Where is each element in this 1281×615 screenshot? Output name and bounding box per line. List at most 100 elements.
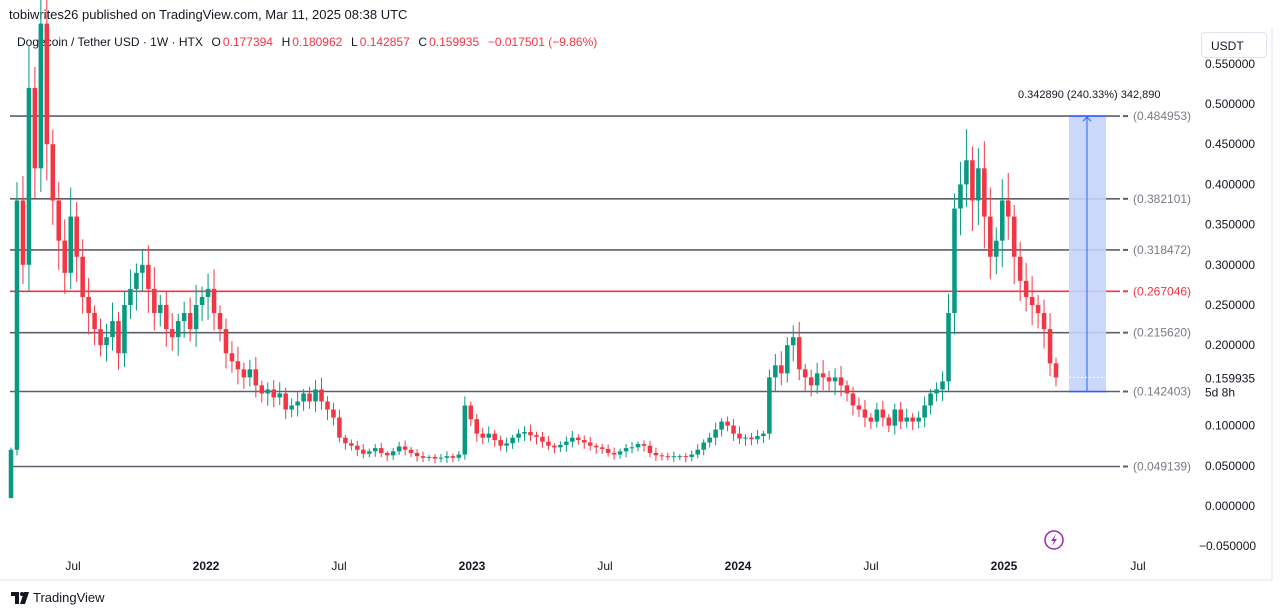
- candle-body: [20, 200, 26, 265]
- candle: [1005, 172, 1011, 240]
- candle-body: [826, 377, 832, 382]
- candle-body: [307, 393, 312, 402]
- candle: [283, 387, 288, 420]
- candle: [677, 454, 683, 461]
- candle-body: [605, 448, 611, 453]
- candle: [134, 263, 139, 311]
- y-tick-label: 0.500000: [1205, 97, 1255, 111]
- candle: [826, 370, 832, 392]
- candle: [916, 411, 921, 429]
- currency-button[interactable]: USDT: [1201, 32, 1267, 58]
- candle-body: [838, 377, 844, 386]
- candle-body: [211, 288, 217, 314]
- lightning-icon[interactable]: [1044, 530, 1064, 550]
- candle-body: [193, 305, 199, 330]
- candle: [301, 388, 306, 411]
- candle: [790, 325, 796, 362]
- candle: [874, 402, 880, 428]
- level-label: (0.484953): [1133, 109, 1191, 123]
- candle: [868, 413, 874, 430]
- candle-body: [301, 393, 306, 402]
- candle-body: [850, 393, 856, 406]
- candle: [492, 430, 497, 447]
- candle: [581, 435, 587, 449]
- candle-body: [259, 385, 265, 394]
- candle-body: [868, 417, 874, 422]
- candle: [223, 318, 229, 369]
- y-tick-label: 0.250000: [1205, 298, 1255, 312]
- candle-body: [367, 451, 372, 454]
- candle-body: [725, 421, 730, 426]
- candle: [510, 434, 515, 449]
- candle: [104, 323, 109, 362]
- candle-body: [647, 445, 653, 453]
- candle: [68, 187, 73, 290]
- candle: [928, 388, 933, 415]
- candle-body: [229, 353, 235, 362]
- candle-body: [970, 160, 975, 201]
- candle: [737, 426, 742, 444]
- candle: [367, 448, 372, 458]
- candle-body: [62, 240, 68, 273]
- candle-body: [474, 419, 480, 434]
- candle-body: [581, 440, 587, 443]
- candle-body: [98, 329, 103, 346]
- level-label: (0.049139): [1133, 459, 1191, 473]
- candle: [761, 430, 766, 444]
- candle-body: [695, 449, 700, 455]
- candle-body: [558, 444, 563, 448]
- candle-body: [390, 451, 396, 456]
- candle-body: [355, 445, 360, 450]
- candle: [665, 452, 671, 461]
- candle-body: [522, 432, 527, 434]
- candle-body: [1047, 329, 1053, 364]
- level-label: (0.267046): [1133, 284, 1191, 298]
- candle-body: [396, 446, 402, 452]
- candle: [331, 402, 336, 426]
- candle: [534, 431, 539, 445]
- candle-body: [343, 437, 348, 444]
- y-tick-label: 0.350000: [1205, 218, 1255, 232]
- close-label: C: [418, 35, 428, 49]
- candle-body: [420, 456, 426, 458]
- candle-body: [719, 421, 724, 430]
- candle: [181, 301, 187, 338]
- candle: [976, 148, 981, 225]
- candle-body: [169, 329, 175, 338]
- tradingview-logo[interactable]: TradingView: [11, 590, 105, 605]
- candle: [343, 434, 348, 450]
- candle-body: [384, 452, 390, 456]
- candle-body: [976, 168, 981, 201]
- candle: [247, 359, 253, 387]
- x-tick-label: 2022: [193, 559, 220, 573]
- candle-body: [820, 373, 826, 378]
- candle: [158, 294, 163, 327]
- candle: [785, 337, 790, 383]
- candle: [1053, 357, 1059, 387]
- candle-body: [361, 449, 366, 454]
- candle: [528, 424, 533, 441]
- candle-body: [444, 456, 450, 458]
- candle: [384, 450, 390, 461]
- candle: [844, 380, 850, 402]
- candle-body: [414, 452, 420, 457]
- candle-body: [528, 432, 533, 436]
- candle: [128, 269, 133, 320]
- candle-body: [814, 373, 820, 386]
- candle: [587, 436, 593, 451]
- candle-body: [289, 405, 294, 410]
- open-label: O: [211, 35, 221, 49]
- candle-body: [349, 443, 354, 446]
- candle-body: [731, 425, 736, 434]
- candle-body: [44, 23, 50, 145]
- arrow-head-icon: [1082, 116, 1092, 122]
- candle: [576, 434, 581, 445]
- symbol-title[interactable]: Dogecoin / Tether USD · 1W · HTX: [17, 35, 203, 49]
- candle: [44, 0, 50, 181]
- y-tick-label: 0.050000: [1205, 459, 1255, 473]
- candle: [235, 346, 241, 385]
- y-tick-label: 0.400000: [1205, 177, 1255, 191]
- candle-body: [635, 444, 641, 448]
- candle-body: [241, 369, 247, 378]
